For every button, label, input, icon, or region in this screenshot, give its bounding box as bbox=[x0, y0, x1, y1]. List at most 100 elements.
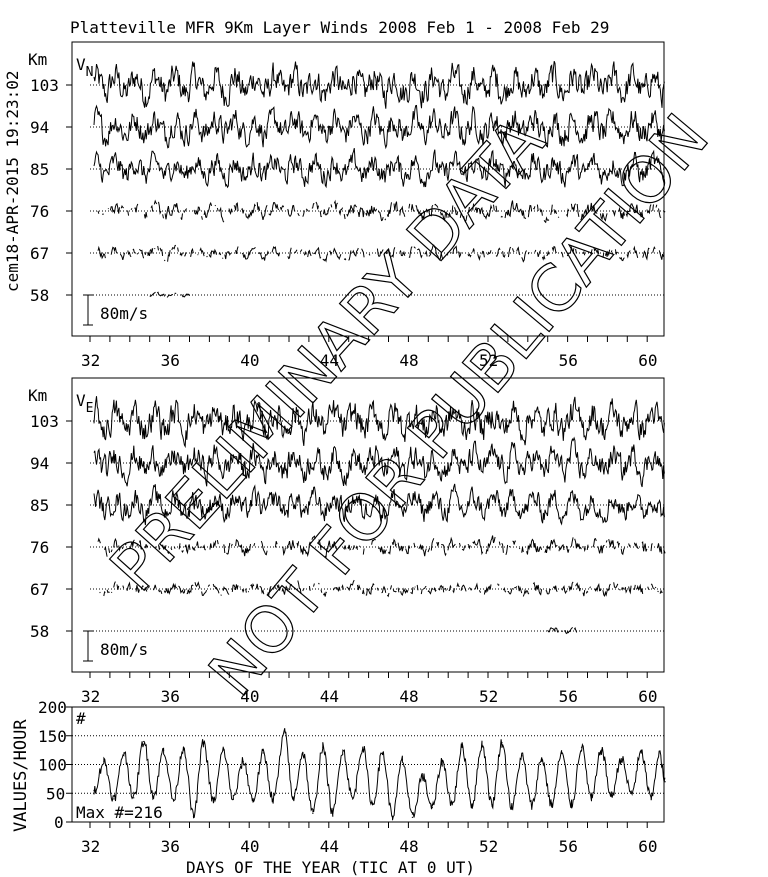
wind-trace-67km bbox=[527, 251, 530, 255]
chart-title: Platteville MFR 9Km Layer Winds 2008 Feb… bbox=[70, 18, 609, 37]
wind-trace-67km bbox=[534, 249, 537, 253]
data-point bbox=[252, 799, 254, 801]
x-tick-label: 48 bbox=[399, 837, 418, 856]
wind-trace-76km bbox=[536, 204, 539, 211]
wind-trace-67km bbox=[329, 250, 333, 256]
wind-trace-67km bbox=[127, 250, 132, 258]
wind-trace-76km bbox=[97, 210, 100, 214]
wind-trace-67km bbox=[522, 589, 530, 597]
wind-trace-67km bbox=[621, 587, 625, 591]
wind-trace-67km bbox=[313, 246, 322, 259]
wind-trace-76km bbox=[504, 200, 527, 220]
data-point bbox=[352, 798, 354, 800]
wind-trace-76km bbox=[311, 203, 315, 209]
wind-trace-76km bbox=[202, 544, 206, 551]
wind-trace-76km bbox=[268, 202, 280, 216]
data-point bbox=[658, 752, 660, 754]
wind-trace-76km bbox=[297, 212, 300, 217]
wind-trace-76km bbox=[495, 205, 498, 213]
wind-trace-67km bbox=[231, 584, 239, 592]
wind-trace-76km bbox=[605, 540, 608, 543]
wind-trace-76km bbox=[216, 540, 219, 545]
wind-trace-67km bbox=[307, 249, 312, 258]
wind-trace-67km bbox=[381, 585, 387, 594]
wind-trace-76km bbox=[652, 204, 654, 211]
wind-trace-67km bbox=[568, 581, 574, 592]
wind-trace-76km bbox=[532, 206, 536, 210]
wind-trace-76km bbox=[384, 218, 387, 221]
scale-bar-label: 80m/s bbox=[100, 304, 148, 323]
wind-trace-67km bbox=[322, 253, 329, 263]
wind-trace-76km bbox=[260, 204, 268, 221]
wind-trace-67km bbox=[302, 588, 305, 592]
wind-trace-67km bbox=[365, 582, 375, 596]
wind-trace-76km bbox=[281, 546, 286, 557]
data-point bbox=[302, 752, 304, 754]
wind-trace-76km bbox=[641, 541, 648, 552]
wind-trace-67km bbox=[97, 245, 106, 260]
x-axis-label: DAYS OF THE YEAR (TIC AT 0 UT) bbox=[186, 858, 475, 877]
wind-trace-76km bbox=[178, 543, 181, 550]
wind-trace-76km bbox=[256, 202, 261, 211]
wind-trace-76km bbox=[279, 204, 285, 212]
wind-trace-67km bbox=[144, 251, 147, 256]
wind-trace-76km bbox=[557, 216, 560, 218]
wind-trace-67km bbox=[575, 248, 577, 254]
data-point bbox=[461, 746, 463, 748]
wind-trace-67km bbox=[512, 248, 515, 253]
wind-trace-76km bbox=[216, 207, 219, 212]
wind-trace-76km bbox=[346, 204, 358, 218]
data-point bbox=[600, 749, 603, 751]
wind-trace-67km bbox=[113, 581, 116, 588]
wind-trace-67km bbox=[413, 246, 416, 249]
wind-trace-76km bbox=[657, 543, 663, 554]
wind-trace-67km bbox=[507, 587, 513, 595]
wind-trace-76km bbox=[612, 209, 616, 217]
data-point bbox=[570, 804, 573, 806]
wind-trace-76km bbox=[574, 538, 582, 550]
y-tick-label: 103 bbox=[30, 412, 59, 431]
wind-trace-76km bbox=[158, 544, 161, 551]
wind-trace-67km bbox=[106, 589, 110, 594]
x-tick-label: 32 bbox=[81, 837, 100, 856]
wind-trace-67km bbox=[136, 253, 139, 255]
wind-trace-76km bbox=[302, 210, 305, 217]
wind-trace-76km bbox=[214, 204, 217, 207]
wind-trace-76km bbox=[226, 542, 231, 555]
wind-trace-76km bbox=[144, 544, 149, 549]
wind-trace-67km bbox=[514, 586, 518, 589]
wind-trace-76km bbox=[518, 547, 521, 550]
wind-trace-67km bbox=[135, 585, 140, 593]
wind-trace-67km bbox=[218, 251, 222, 256]
wind-trace-67km bbox=[332, 586, 341, 592]
wind-trace-67km bbox=[448, 584, 452, 591]
wind-trace-67km bbox=[318, 582, 320, 585]
wind-trace-76km bbox=[330, 204, 333, 208]
wind-trace-76km bbox=[126, 210, 130, 216]
wind-trace-76km bbox=[558, 543, 565, 552]
wind-trace-67km bbox=[303, 250, 307, 256]
wind-trace-67km bbox=[561, 251, 564, 258]
wind-trace-67km bbox=[624, 586, 628, 594]
wind-trace-67km bbox=[208, 248, 217, 259]
wind-trace-67km bbox=[400, 587, 409, 597]
wind-trace-67km bbox=[483, 584, 492, 595]
wind-trace-76km bbox=[153, 199, 158, 205]
data-point bbox=[292, 798, 294, 800]
wind-trace-76km bbox=[192, 546, 196, 551]
wind-trace-76km bbox=[586, 544, 589, 550]
wind-trace-67km bbox=[532, 581, 543, 596]
wind-trace-67km bbox=[357, 584, 361, 591]
wind-trace-67km bbox=[308, 586, 311, 591]
y-tick-label: 0 bbox=[54, 813, 64, 832]
wind-trace-67km bbox=[132, 248, 136, 254]
wind-trace-67km bbox=[323, 591, 327, 597]
wind-trace-67km bbox=[647, 586, 650, 591]
wind-trace-76km bbox=[436, 542, 440, 547]
wind-trace-76km bbox=[399, 205, 406, 217]
wind-trace-67km bbox=[614, 249, 618, 256]
wind-trace-67km bbox=[474, 582, 479, 590]
wind-trace-67km bbox=[386, 249, 391, 257]
wind-trace-76km bbox=[590, 202, 598, 214]
wind-trace-67km bbox=[157, 245, 159, 251]
